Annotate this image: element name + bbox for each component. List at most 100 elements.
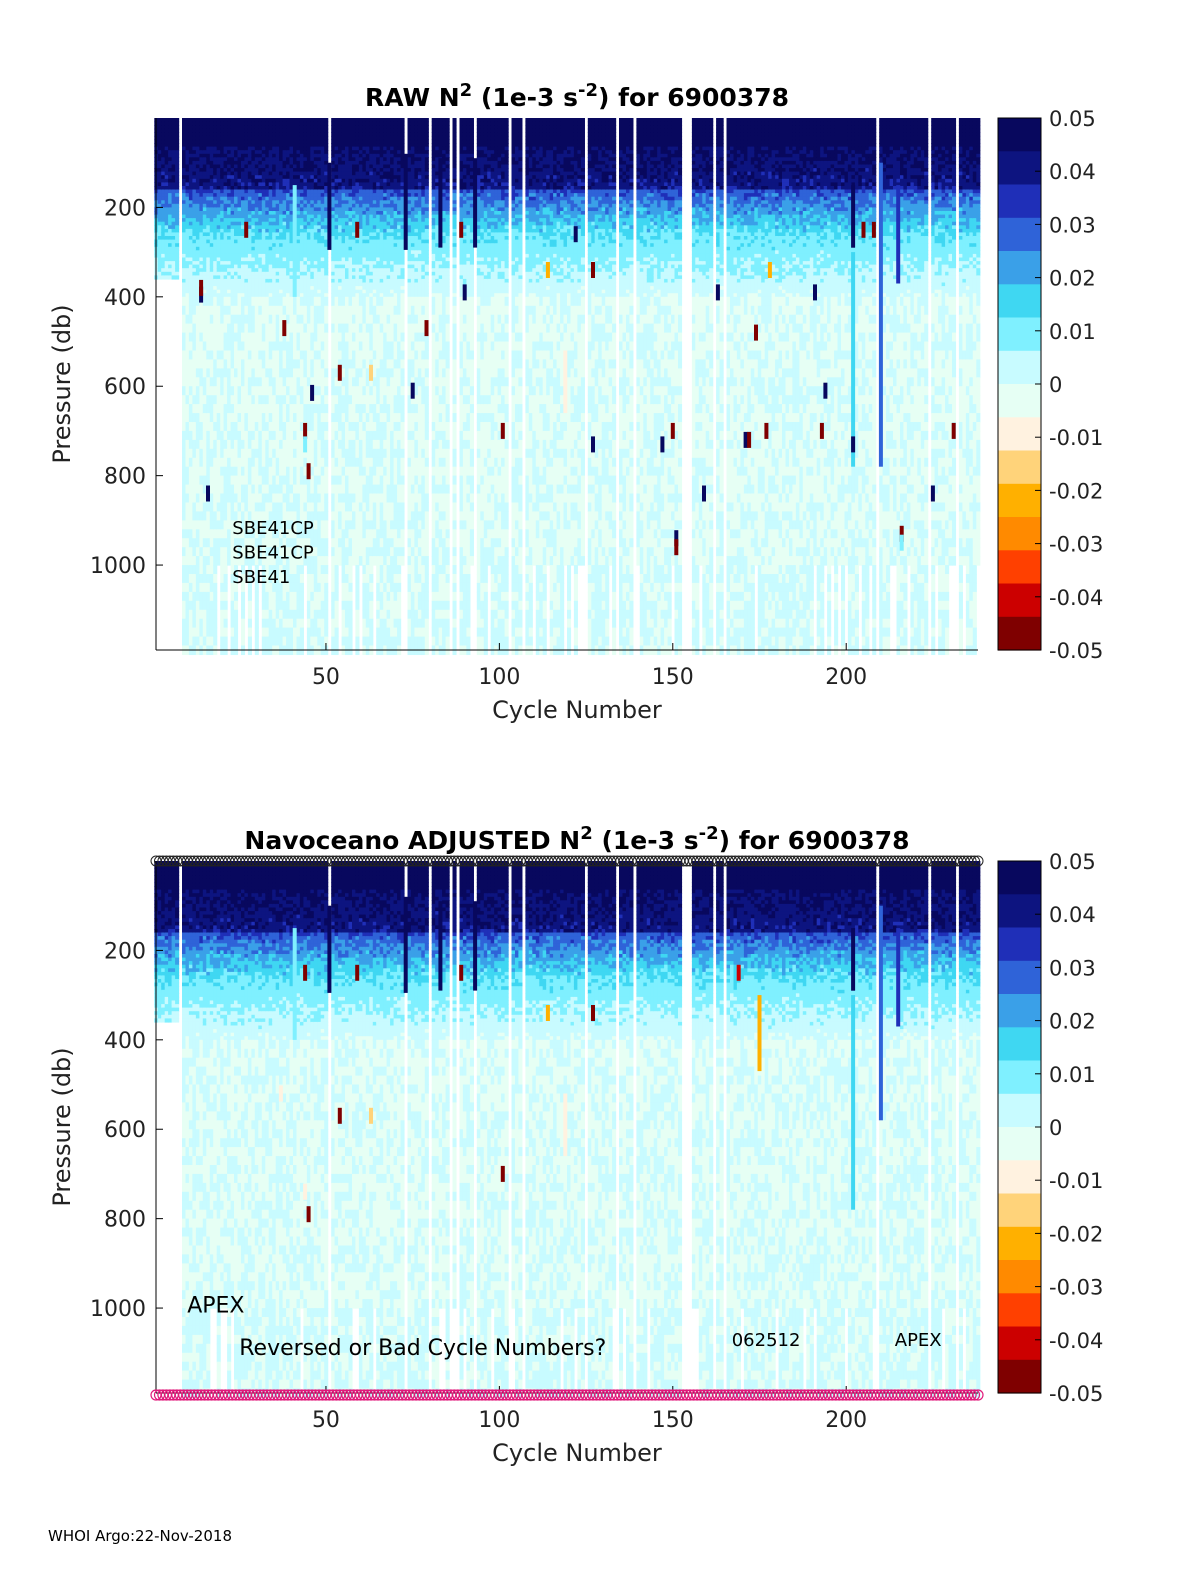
- heatmap-cell: [306, 377, 311, 387]
- heatmap-cell: [275, 368, 280, 378]
- heatmap-cell: [313, 121, 318, 126]
- heatmap-cell: [265, 293, 270, 298]
- heatmap-cell: [268, 150, 273, 155]
- heatmap-cell: [293, 153, 298, 158]
- heatmap-cell: [195, 228, 200, 234]
- heatmap-cell: [348, 466, 353, 477]
- heatmap-cell: [358, 250, 363, 255]
- heatmap-cell: [268, 139, 273, 144]
- heatmap-cell: [216, 236, 221, 241]
- heatmap-cell: [220, 565, 225, 575]
- heatmap-cell: [355, 377, 360, 387]
- heatmap-cell: [209, 118, 214, 123]
- heatmap-cell: [275, 296, 280, 307]
- heatmap-cell: [202, 160, 207, 166]
- heatmap-cell: [230, 164, 235, 169]
- heatmap-cell: [268, 218, 273, 223]
- heatmap-cell: [164, 164, 169, 169]
- heatmap-cell: [227, 264, 232, 269]
- heatmap-cell: [206, 121, 211, 126]
- heatmap-cell: [261, 493, 266, 504]
- heatmap-cell: [227, 236, 232, 241]
- heatmap-cell: [317, 413, 322, 423]
- heatmap-cell: [192, 246, 197, 251]
- heatmap-cell: [213, 538, 218, 548]
- heatmap-cell: [268, 341, 273, 352]
- heatmap-cell: [227, 377, 232, 387]
- heatmap-cell: [202, 341, 207, 352]
- heatmap-cell: [313, 261, 318, 266]
- heatmap-cell: [202, 413, 207, 423]
- heatmap-cell: [220, 257, 225, 262]
- heatmap-cell: [175, 207, 180, 212]
- heatmap-cell: [299, 200, 304, 205]
- heatmap-cell: [168, 232, 173, 237]
- heatmap-cell: [227, 268, 232, 273]
- heatmap-cell: [202, 178, 207, 183]
- heatmap-cell: [272, 502, 277, 513]
- heatmap-cell: [237, 175, 242, 180]
- heatmap-cell: [244, 250, 249, 255]
- heatmap-cell: [247, 627, 252, 638]
- heatmap-cell: [213, 246, 218, 251]
- heatmap-cell: [192, 268, 197, 273]
- heatmap-cell: [202, 218, 207, 223]
- heatmap-cell: [317, 484, 322, 495]
- heatmap-cell: [286, 143, 291, 148]
- heatmap-cell: [358, 253, 363, 259]
- heatmap-cell: [230, 574, 235, 584]
- heatmap-cell: [227, 538, 232, 548]
- heatmap-cell: [209, 186, 214, 191]
- heatmap-cell: [265, 135, 270, 141]
- heatmap-cell: [185, 211, 190, 216]
- heatmap-cell: [195, 282, 200, 287]
- heatmap-cell: [296, 395, 301, 405]
- heatmap-cell: [161, 261, 166, 266]
- heatmap-cell: [296, 257, 301, 262]
- heatmap-cell: [175, 246, 180, 251]
- heatmap-cell: [185, 264, 190, 269]
- heatmap-cell: [317, 627, 322, 638]
- heatmap-cell: [275, 413, 280, 423]
- heatmap-cell: [272, 135, 277, 141]
- heatmap-cell: [282, 236, 287, 241]
- heatmap-cell: [296, 164, 301, 169]
- heatmap-cell: [247, 118, 252, 123]
- heatmap-cell: [209, 296, 214, 307]
- heatmap-cell: [202, 296, 207, 307]
- heatmap-cell: [209, 377, 214, 387]
- heatmap-cell: [230, 207, 235, 212]
- heatmap-cell: [258, 253, 263, 259]
- heatmap-cell: [258, 168, 263, 173]
- heatmap-cell: [188, 341, 193, 352]
- heatmap-cell: [230, 582, 235, 593]
- heatmap-cell: [237, 196, 242, 201]
- heatmap-cell: [365, 239, 370, 244]
- heatmap-cell: [237, 239, 242, 244]
- heatmap-cell: [286, 128, 291, 133]
- heatmap-cell: [182, 203, 187, 208]
- heatmap-cell: [251, 547, 256, 557]
- heatmap-cell: [338, 538, 343, 548]
- heatmap-cell: [182, 341, 187, 352]
- heatmap-cell: [355, 591, 360, 602]
- heatmap-cell: [230, 439, 235, 450]
- heatmap-cell: [258, 475, 263, 486]
- heatmap-cell: [195, 250, 200, 255]
- heatmap-cell: [334, 143, 339, 148]
- heatmap-cell: [299, 175, 304, 180]
- heatmap-cell: [279, 196, 284, 201]
- heatmap-cell: [289, 150, 294, 155]
- heatmap-cell: [244, 511, 249, 521]
- heatmap-cell: [202, 121, 207, 126]
- heatmap-cell: [220, 609, 225, 620]
- heatmap-cell: [306, 189, 311, 194]
- heatmap-cell: [334, 264, 339, 269]
- heatmap-cell: [244, 150, 249, 155]
- heatmap-cell: [223, 160, 228, 166]
- heatmap-cell: [171, 257, 176, 262]
- heatmap-cell: [192, 609, 197, 620]
- heatmap-cell: [317, 128, 322, 133]
- heatmap-cell: [216, 278, 221, 284]
- heatmap-cell: [209, 175, 214, 180]
